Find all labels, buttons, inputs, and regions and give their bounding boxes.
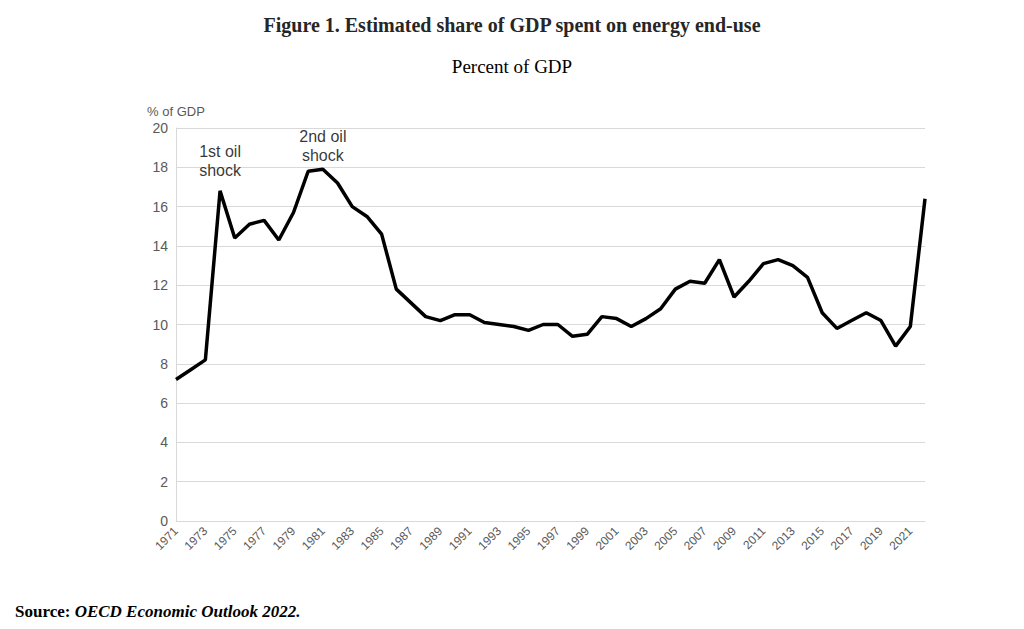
svg-text:shock: shock (302, 147, 345, 164)
svg-text:2019: 2019 (857, 524, 886, 553)
svg-text:2017: 2017 (828, 524, 857, 553)
svg-text:shock: shock (199, 162, 242, 179)
svg-text:8: 8 (160, 356, 168, 372)
svg-text:1999: 1999 (563, 524, 592, 553)
svg-text:0: 0 (160, 513, 168, 529)
svg-text:1991: 1991 (446, 524, 475, 553)
svg-text:1993: 1993 (475, 524, 504, 553)
svg-text:6: 6 (160, 395, 168, 411)
svg-text:4: 4 (160, 434, 168, 450)
svg-text:2011: 2011 (740, 524, 768, 552)
svg-text:1981: 1981 (299, 524, 328, 553)
svg-text:2009: 2009 (710, 524, 739, 553)
svg-text:Percent of GDP: Percent of GDP (452, 56, 572, 77)
svg-text:1971: 1971 (152, 524, 181, 553)
svg-text:16: 16 (152, 199, 168, 215)
svg-text:1975: 1975 (211, 524, 240, 553)
svg-text:2007: 2007 (681, 524, 710, 553)
svg-text:1977: 1977 (240, 524, 269, 553)
svg-text:2021: 2021 (887, 524, 916, 553)
svg-text:OECD Economic Outlook 2022.: OECD Economic Outlook 2022. (75, 602, 301, 621)
svg-text:1997: 1997 (534, 524, 563, 553)
svg-text:1983: 1983 (328, 524, 357, 553)
svg-text:1989: 1989 (417, 524, 446, 553)
svg-text:14: 14 (152, 238, 168, 254)
svg-text:1973: 1973 (182, 524, 211, 553)
svg-text:2013: 2013 (769, 524, 798, 553)
svg-text:2001: 2001 (593, 524, 622, 553)
svg-text:2015: 2015 (798, 524, 827, 553)
svg-text:Source:: Source: (15, 602, 75, 621)
svg-text:18: 18 (152, 159, 168, 175)
svg-text:2003: 2003 (622, 524, 651, 553)
svg-text:1995: 1995 (505, 524, 534, 553)
svg-text:Figure 1. Estimated share of G: Figure 1. Estimated share of GDP spent o… (263, 14, 760, 37)
svg-text:1985: 1985 (358, 524, 387, 553)
svg-text:% of GDP: % of GDP (147, 104, 205, 119)
svg-text:1987: 1987 (387, 524, 416, 553)
svg-text:2: 2 (160, 474, 168, 490)
svg-text:12: 12 (152, 277, 168, 293)
svg-text:10: 10 (152, 317, 168, 333)
svg-text:2005: 2005 (652, 524, 681, 553)
svg-text:20: 20 (152, 120, 168, 136)
svg-text:1979: 1979 (270, 524, 299, 553)
svg-text:2nd oil: 2nd oil (299, 128, 346, 145)
svg-text:1st oil: 1st oil (199, 143, 241, 160)
